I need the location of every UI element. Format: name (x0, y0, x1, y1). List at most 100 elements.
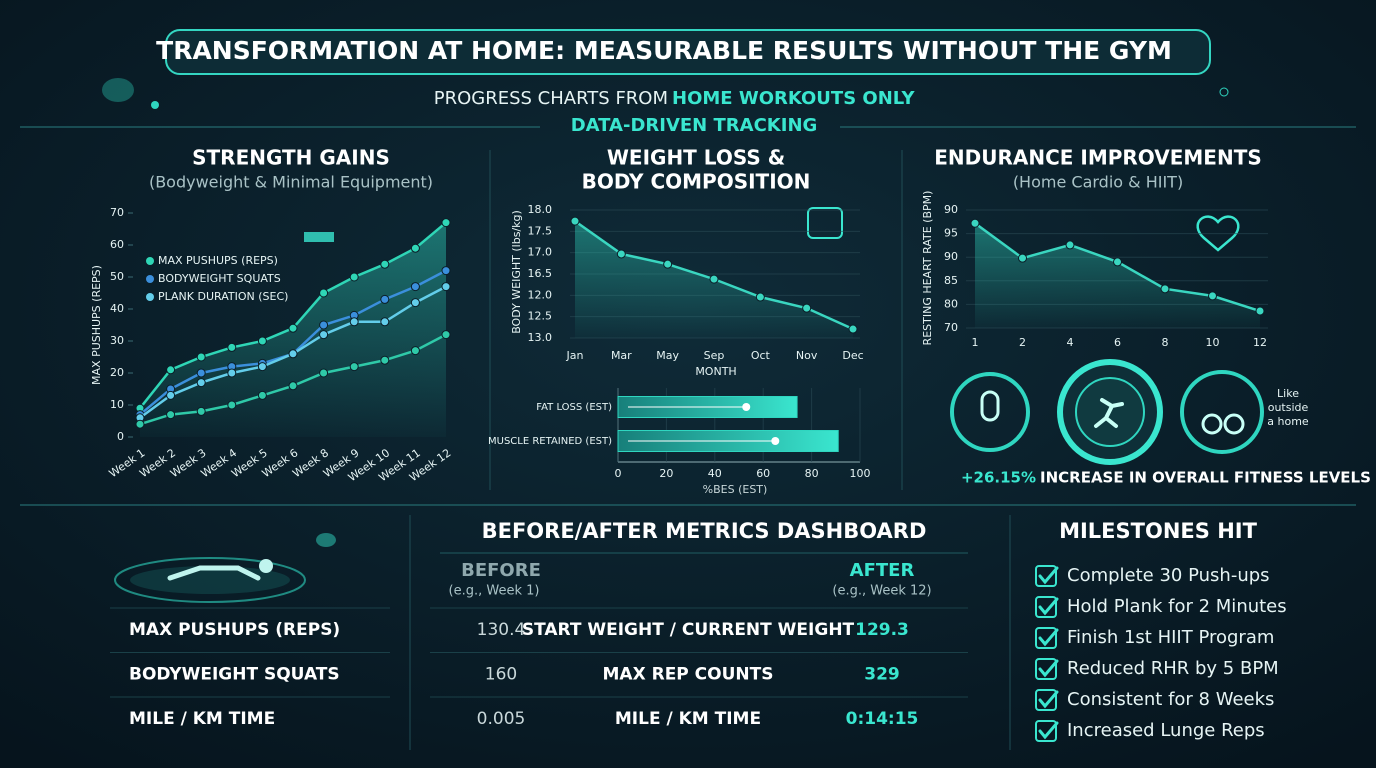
checkmark (1038, 628, 1059, 647)
y-tick-label: 16.5 (528, 267, 553, 280)
point (288, 323, 298, 333)
checkmark (1038, 659, 1059, 678)
after-note: (e.g., Week 12) (832, 584, 931, 599)
y-tick-label: 13.0 (528, 331, 553, 344)
subtitle: PROGRESS CHARTS FROM (434, 88, 668, 109)
x-tick-label: Dec (842, 349, 863, 362)
icon-ring (1180, 370, 1264, 454)
dashboard-title: BEFORE/AFTER METRICS DASHBOARD (482, 519, 927, 543)
milestone-item: Consistent for 8 Weeks (1067, 689, 1274, 710)
point (135, 419, 145, 429)
checkmark (1038, 690, 1059, 709)
icon-note: a home (1267, 415, 1309, 428)
point (709, 274, 719, 284)
x-tick-label: 8 (1162, 336, 1169, 349)
point (616, 249, 626, 259)
y-tick-label: 0 (117, 430, 124, 443)
y-tick-label: FAT LOSS (EST) (536, 402, 612, 413)
icon-note: Like (1277, 387, 1299, 400)
y-tick-label: 90 (944, 203, 958, 216)
marker (742, 403, 751, 411)
x-tick-label: May (656, 349, 679, 362)
x-axis-label: %BES (EST) (703, 483, 768, 496)
point (1160, 284, 1170, 294)
before-value: 0.005 (477, 709, 526, 729)
legend-label: BODYWEIGHT SQUATS (158, 272, 281, 285)
point (166, 410, 176, 420)
fitness-highlight: +26.15% (961, 469, 1036, 487)
legend-label: PLANK DURATION (SEC) (158, 290, 288, 303)
point (196, 352, 206, 362)
decor-dot (151, 101, 159, 109)
x-tick-label: 1 (972, 336, 979, 349)
x-tick-label: 60 (756, 467, 770, 480)
checkbox (1035, 565, 1057, 587)
chart-subtitle: (Home Cardio & HIIT) (1013, 173, 1183, 192)
milestone-item: Reduced RHR by 5 BPM (1067, 658, 1279, 679)
icon-note: outside (1268, 401, 1309, 414)
point (755, 292, 765, 302)
y-tick-label: 50 (110, 270, 124, 283)
checkmark (1038, 597, 1059, 616)
milestones-title: MILESTONES HIT (1059, 519, 1257, 543)
point (1113, 257, 1122, 267)
point (166, 390, 176, 400)
milestone-item: Increased Lunge Reps (1067, 720, 1265, 741)
row-label: BODYWEIGHT SQUATS (129, 665, 340, 685)
before-value: 130.4 (477, 620, 526, 640)
y-tick-label: 70 (110, 206, 124, 219)
pushup-figure (167, 565, 261, 581)
bike-icon (1223, 413, 1245, 435)
x-tick-label: 100 (850, 467, 871, 480)
x-tick-label: 40 (708, 467, 722, 480)
y-tick-label: 90 (944, 250, 958, 263)
point (227, 342, 237, 352)
page-title: TRANSFORMATION AT HOME: MEASURABLE RESUL… (156, 36, 1172, 65)
x-tick-label: Oct (751, 349, 771, 362)
title-frame (165, 29, 1211, 75)
point (257, 390, 267, 400)
y-tick-label: 20 (110, 366, 124, 379)
y-tick-label: 18.0 (528, 203, 553, 216)
x-tick-label: 0 (615, 467, 622, 480)
after-value: 329 (864, 665, 900, 685)
metric-label: MILE / KM TIME (615, 709, 761, 729)
chart-title: WEIGHT LOSS & (607, 146, 785, 170)
point (848, 324, 858, 334)
point (410, 243, 420, 253)
point (441, 218, 451, 228)
point (288, 381, 298, 391)
legend-swatch (146, 257, 154, 265)
x-axis-label: MONTH (695, 365, 736, 378)
point (380, 259, 390, 269)
point (227, 368, 237, 378)
tagline: DATA-DRIVEN TRACKING (571, 115, 818, 136)
decor-capsule (102, 78, 134, 102)
x-tick-label: 20 (659, 467, 673, 480)
y-axis-label: MAX PUSHUPS (REPS) (90, 265, 103, 385)
point (319, 368, 329, 378)
point (570, 216, 580, 226)
point (319, 288, 329, 298)
after-label: AFTER (850, 560, 915, 581)
scale-icon (807, 207, 843, 239)
point (257, 362, 267, 372)
y-tick-label: 10 (110, 398, 124, 411)
decor-capsule (316, 533, 336, 547)
milestone-item: Finish 1st HIIT Program (1067, 627, 1274, 648)
x-tick-label: 2 (1019, 336, 1026, 349)
decor-dot (1219, 87, 1229, 97)
icon-ring (950, 372, 1030, 452)
metric-label: MAX REP COUNTS (603, 665, 774, 685)
point (410, 346, 420, 356)
y-tick-label: 17.0 (528, 246, 553, 259)
x-tick-label: 80 (805, 467, 819, 480)
legend-swatch (146, 275, 154, 283)
legend-swatch (146, 293, 154, 301)
after-value: 129.3 (855, 620, 909, 640)
y-tick-label: MUSCLE RETAINED (EST) (488, 436, 612, 447)
point (1018, 253, 1027, 263)
y-axis-label: RESTING HEART RATE (BPM) (921, 191, 934, 346)
heart-icon (1196, 215, 1240, 252)
